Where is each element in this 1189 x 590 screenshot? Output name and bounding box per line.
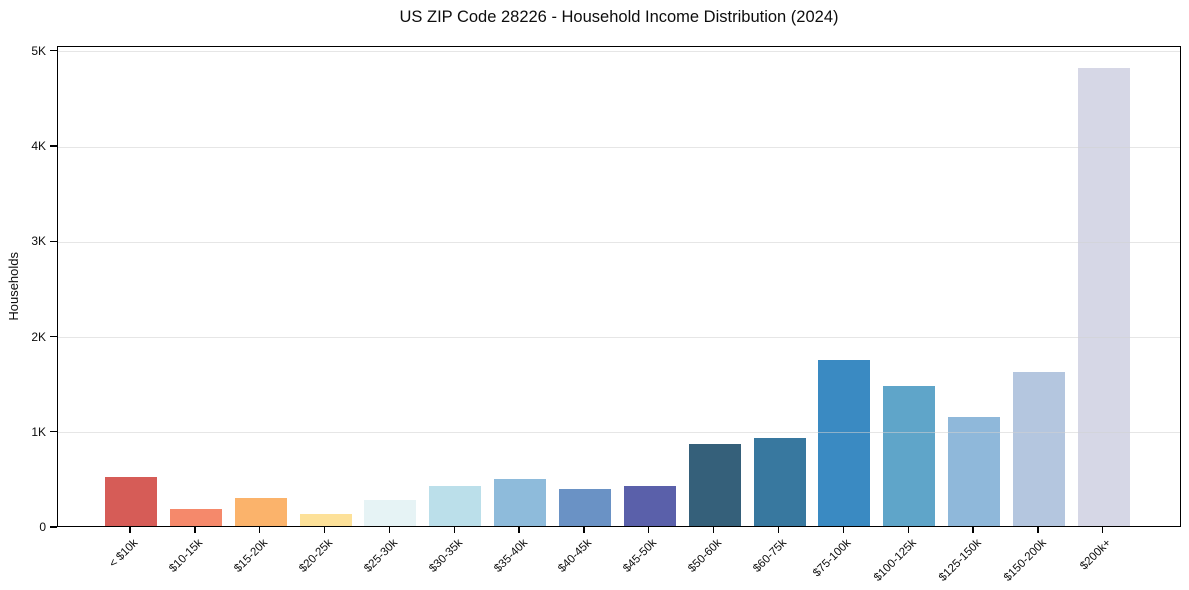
y-tick-label: 3K — [31, 234, 46, 249]
x-tick-label: $200k+ — [1077, 537, 1114, 573]
y-tick-mark — [50, 431, 57, 433]
x-tick-mark — [842, 527, 845, 533]
y-tick-mark — [50, 145, 57, 147]
x-tick-label: $125-150k — [936, 537, 984, 584]
x-tick-mark — [1037, 527, 1039, 533]
bar-$30-35k — [429, 486, 482, 526]
x-tick-mark — [907, 527, 909, 533]
bar-$45-50k — [623, 486, 676, 526]
x-tick-mark — [129, 527, 131, 533]
gridline-2K — [58, 337, 1180, 338]
bar-$40-45k — [558, 488, 611, 526]
x-tick-label: $150-200k — [1001, 537, 1049, 584]
y-tick-label: 2K — [31, 329, 46, 344]
bar-$60-75k — [753, 438, 806, 526]
plot-area — [57, 46, 1181, 527]
y-axis-label: Households — [6, 252, 21, 321]
y-tick-mark — [50, 50, 57, 52]
y-tick-mark — [50, 526, 57, 528]
bar-$35-40k — [494, 479, 547, 526]
x-tick-mark — [583, 527, 585, 533]
bar-$100-125k — [883, 386, 936, 526]
bar-$10-15k — [169, 509, 222, 526]
x-tick-mark — [194, 527, 196, 533]
x-tick-label: < $10k — [107, 537, 141, 571]
x-tick-label: $30-35k — [426, 537, 465, 575]
x-tick-label: $10-15k — [167, 537, 206, 575]
x-tick-mark — [323, 527, 326, 533]
x-tick-label: $100-125k — [871, 537, 919, 584]
x-tick-label: $50-60k — [686, 537, 725, 575]
gridline-1K — [58, 432, 1180, 434]
gridline-5K — [58, 51, 1180, 53]
x-tick-label: $35-40k — [491, 537, 530, 575]
x-tick-label: $60-75k — [751, 537, 789, 575]
x-tick-mark — [972, 527, 974, 533]
x-tick-label: $40-45k — [556, 537, 595, 575]
x-tick-mark — [712, 527, 715, 533]
x-tick-mark — [648, 527, 650, 533]
y-tick-mark — [50, 240, 57, 242]
x-tick-mark — [259, 527, 261, 533]
y-axis-label-wrap: Households — [6, 46, 21, 527]
x-tick-mark — [1102, 527, 1104, 533]
x-tick-label: $15-20k — [232, 537, 271, 575]
x-tick-mark — [453, 527, 455, 533]
x-tick-label: $20-25k — [297, 537, 336, 575]
bar-$50-60k — [688, 444, 741, 526]
bar-$150-200k — [1012, 371, 1065, 526]
x-tick-label: $25-30k — [362, 537, 400, 575]
gridline-4K — [58, 146, 1180, 148]
x-tick-mark — [518, 527, 520, 533]
x-tick-mark — [777, 527, 780, 533]
bar-$20-25k — [299, 514, 352, 526]
bar-$15-20k — [234, 497, 287, 526]
bar-$125-150k — [948, 417, 1001, 526]
y-tick-label: 0 — [39, 520, 46, 534]
bar-< $10k — [105, 477, 157, 526]
bar-$200k+ — [1077, 67, 1130, 526]
bar-$25-30k — [364, 500, 417, 526]
y-tick-label: 1K — [31, 424, 46, 439]
x-tick-mark — [388, 527, 391, 533]
x-tick-label: $45-50k — [621, 537, 660, 575]
y-tick-label: 5K — [31, 43, 46, 58]
gridline-3K — [58, 241, 1180, 243]
bar-$75-100k — [818, 360, 871, 526]
x-tick-label: $75-100k — [811, 537, 854, 580]
chart-title: US ZIP Code 28226 - Household Income Dis… — [399, 8, 839, 26]
y-tick-mark — [50, 335, 57, 338]
y-tick-label: 4K — [31, 139, 46, 153]
